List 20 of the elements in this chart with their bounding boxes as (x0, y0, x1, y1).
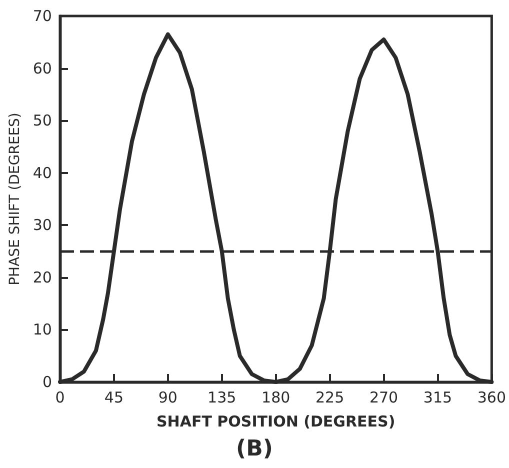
y-tick-label: 60 (32, 59, 52, 78)
x-tick-label: 90 (158, 388, 178, 406)
x-tick-label: 315 (423, 388, 452, 406)
x-axis-title: SHAFT POSITION (DEGREES) (156, 412, 396, 430)
x-tick-label: 225 (315, 388, 344, 406)
x-tick-label: 135 (208, 388, 236, 406)
y-tick-label: 30 (32, 216, 52, 234)
y-tick-label: 0 (42, 373, 52, 391)
y-tick-label: 70 (32, 7, 52, 25)
x-tick-label: 270 (369, 388, 398, 406)
x-tick-label: 360 (477, 388, 506, 406)
y-tick-label: 50 (32, 112, 52, 130)
x-tick-label: 0 (55, 388, 65, 406)
text: (B) (236, 436, 273, 462)
y-tick-label: 10 (32, 320, 52, 339)
x-tick-label: 45 (104, 388, 124, 406)
y-tick-label: 40 (32, 164, 52, 182)
x-tick-label: 180 (262, 388, 290, 406)
y-tick-label: 20 (32, 268, 52, 286)
y-axis-title: PHASE SHIFT (DEGREES) (7, 112, 23, 286)
